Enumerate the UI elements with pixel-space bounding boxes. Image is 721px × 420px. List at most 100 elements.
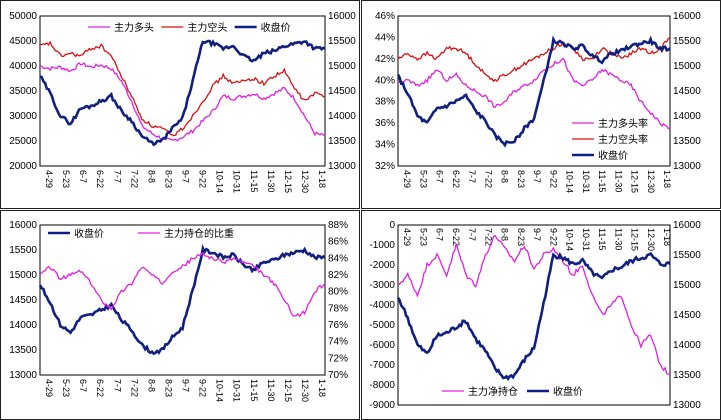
left-axis-tick-label: -6000 bbox=[369, 340, 395, 351]
x-tick-label: 11-30 bbox=[613, 170, 623, 192]
left-axis-tick-label: 20000 bbox=[9, 161, 37, 172]
right-axis-tick-label: 13000 bbox=[673, 400, 701, 411]
x-tick-label: 5-23 bbox=[418, 170, 428, 188]
x-tick-label: 6-7 bbox=[78, 170, 88, 183]
left-axis-tick-label: 40% bbox=[375, 75, 395, 86]
left-axis-tick-label: 36% bbox=[375, 118, 395, 129]
right-axis-tick-label: 86% bbox=[328, 237, 348, 248]
series-line-1 bbox=[39, 40, 326, 137]
right-axis-tick-label: 78% bbox=[328, 303, 348, 314]
left-axis-tick-label: -5000 bbox=[369, 320, 395, 331]
x-tick-label: 8-23 bbox=[516, 228, 526, 246]
left-axis-tick-label: 25000 bbox=[9, 136, 37, 147]
left-axis-tick-label: 14500 bbox=[9, 295, 37, 306]
x-tick-label: 9-7 bbox=[181, 170, 191, 183]
legend-label: 主力多头率 bbox=[598, 117, 648, 130]
right-axis-tick-label: 13000 bbox=[328, 161, 356, 172]
x-tick-label: 4-29 bbox=[44, 379, 54, 397]
right-axis-tick-label: 15000 bbox=[673, 61, 701, 72]
x-tick-label: 5-23 bbox=[61, 379, 71, 397]
x-tick-label: 6-7 bbox=[435, 228, 445, 241]
right-axis-tick-label: 76% bbox=[328, 320, 348, 331]
x-tick-label: 9-7 bbox=[532, 228, 542, 241]
x-tick-label: 10-31 bbox=[581, 228, 591, 251]
left-axis-tick-label: 15500 bbox=[9, 245, 37, 256]
x-tick-label: 6-7 bbox=[78, 379, 88, 392]
panel-top-left: 20000 25000 30000 35000 40000 45000 50000 13000… bbox=[9, 11, 356, 193]
x-tick-label: 9-22 bbox=[198, 379, 208, 397]
x-tick-label: 6-22 bbox=[95, 170, 105, 188]
x-tick-label: 7-7 bbox=[112, 379, 122, 392]
x-tick-label: 12-30 bbox=[646, 228, 656, 251]
x-tick-label: 12-30 bbox=[646, 170, 656, 193]
right-axis-tick-label: 14000 bbox=[328, 111, 356, 122]
series-line-0 bbox=[397, 57, 671, 130]
left-axis-tick-label: 44% bbox=[375, 32, 395, 43]
x-tick-label: 12-15 bbox=[630, 170, 640, 193]
x-tick-label: 6-22 bbox=[451, 170, 461, 188]
x-tick-label: 1-18 bbox=[662, 170, 672, 188]
x-tick-label: 6-7 bbox=[435, 170, 445, 183]
right-axis-tick-label: 14500 bbox=[328, 86, 356, 97]
series-line-1 bbox=[397, 36, 671, 83]
x-tick-label: 4-29 bbox=[44, 170, 54, 188]
legend-label: 收盘价 bbox=[598, 149, 628, 162]
x-tick-label: 7-22 bbox=[129, 379, 139, 397]
series-line-0 bbox=[38, 244, 326, 356]
left-axis-tick-label: 38% bbox=[375, 97, 395, 108]
legend-label: 主力净持仓 bbox=[468, 385, 518, 398]
x-tick-label: 1-18 bbox=[662, 228, 672, 246]
series-line-1 bbox=[396, 251, 671, 381]
left-axis-tick-label: -3000 bbox=[369, 280, 395, 291]
legend-label: 收盘价 bbox=[74, 227, 104, 240]
x-tick-label: 10-14 bbox=[215, 170, 225, 193]
x-tick-label: 9-7 bbox=[181, 379, 191, 392]
x-tick-label: 8-8 bbox=[500, 228, 510, 241]
x-tick-label: 12-15 bbox=[283, 379, 293, 402]
x-tick-label: 9-7 bbox=[532, 170, 542, 183]
x-tick-label: 11-30 bbox=[266, 170, 276, 192]
x-tick-label: 5-23 bbox=[61, 170, 71, 188]
legend-label: 主力持仓的比重 bbox=[164, 227, 234, 240]
x-tick-label: 11-30 bbox=[613, 228, 623, 250]
x-tick-label: 8-8 bbox=[146, 379, 156, 392]
x-tick-label: 8-23 bbox=[516, 170, 526, 188]
x-tick-label: 12-15 bbox=[283, 170, 293, 193]
x-tick-label: 4-29 bbox=[402, 170, 412, 188]
right-axis-tick-label: 15500 bbox=[673, 250, 701, 261]
right-axis-tick-label: 16000 bbox=[328, 11, 356, 22]
right-axis-tick-label: 15000 bbox=[673, 280, 701, 291]
right-axis-tick-label: 15000 bbox=[328, 61, 356, 72]
x-tick-label: 11-30 bbox=[266, 379, 276, 401]
left-axis-tick-label: -9000 bbox=[369, 400, 395, 411]
right-axis-tick-label: 14000 bbox=[673, 340, 701, 351]
left-axis-tick-label: 45000 bbox=[9, 36, 37, 47]
plot-area bbox=[39, 224, 326, 376]
panel-bottom-right: -9000 -8000 -7000 -6000 -5000 -4000 -3000 -2000… bbox=[369, 220, 701, 411]
x-tick-label: 9-22 bbox=[548, 228, 558, 246]
right-axis-tick-label: 14500 bbox=[673, 86, 701, 97]
x-tick-label: 12-30 bbox=[300, 170, 310, 193]
x-tick-label: 10-14 bbox=[565, 170, 575, 193]
right-axis-tick-label: 14000 bbox=[673, 111, 701, 122]
x-tick-label: 10-14 bbox=[565, 228, 575, 251]
left-axis-tick-label: -7000 bbox=[369, 360, 395, 371]
right-axis-tick-label: 15500 bbox=[673, 36, 701, 47]
x-tick-label: 9-22 bbox=[198, 170, 208, 188]
x-tick-label: 9-22 bbox=[548, 170, 558, 188]
plot-area bbox=[397, 15, 671, 167]
left-axis-tick-label: 30000 bbox=[9, 111, 37, 122]
series-line-2 bbox=[396, 35, 671, 148]
right-axis-tick-label: 88% bbox=[328, 220, 348, 231]
legend-label: 收盘价 bbox=[553, 385, 583, 398]
x-tick-label: 10-14 bbox=[215, 379, 225, 402]
left-axis-tick-label: 16000 bbox=[9, 220, 37, 231]
right-axis-tick-label: 80% bbox=[328, 287, 348, 298]
right-axis-tick-label: 74% bbox=[328, 337, 348, 348]
x-tick-label: 7-7 bbox=[467, 170, 477, 183]
left-axis-tick-label: 35000 bbox=[9, 86, 37, 97]
x-tick-label: 12-30 bbox=[300, 379, 310, 402]
left-axis-tick-label: -1000 bbox=[369, 240, 395, 251]
x-tick-label: 7-22 bbox=[483, 170, 493, 188]
